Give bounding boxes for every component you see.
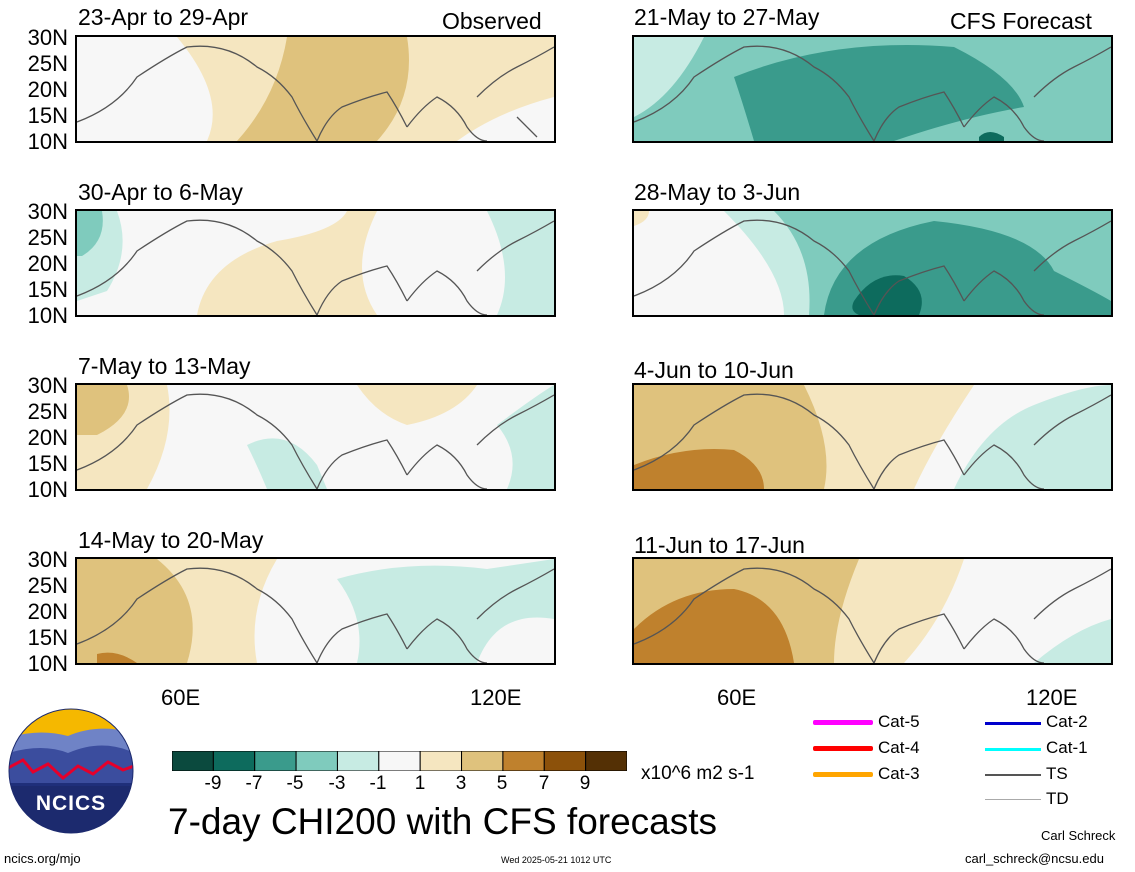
lat-label: 15N	[27, 103, 68, 128]
colorbar-units: x10^6 m2 s-1	[641, 763, 755, 784]
colorbar-tick: 9	[579, 773, 591, 794]
legend-label: TS	[1046, 764, 1068, 783]
colorbar-swatch	[378, 750, 421, 772]
colorbar-swatch	[543, 750, 587, 772]
source-url[interactable]: ncics.org/mjo	[4, 851, 81, 866]
lon-label: 120E	[1026, 685, 1078, 710]
lat-label: 15N	[27, 277, 68, 302]
map-panel-observed-3	[75, 383, 556, 491]
legend-swatch-td	[985, 799, 1041, 800]
anomaly-shading	[634, 559, 1111, 663]
lon-label: 60E	[161, 685, 201, 710]
panel-title: 4-Jun to 10-Jun	[634, 357, 794, 383]
colorbar-swatch	[336, 750, 380, 772]
colorbar-swatch	[171, 750, 214, 772]
legend-label: Cat-4	[878, 738, 920, 757]
lat-label: 30N	[27, 25, 68, 50]
lat-label: 20N	[27, 599, 68, 624]
lat-label: 20N	[27, 425, 68, 450]
legend-swatch-ts	[985, 774, 1041, 776]
lat-label: 20N	[27, 251, 68, 276]
ncics-logo-icon	[8, 708, 134, 834]
map-panel-forecast-4	[632, 557, 1113, 665]
colorbar-tick: -7	[245, 773, 263, 794]
lon-label: 60E	[717, 685, 757, 710]
lat-label: 25N	[27, 51, 68, 76]
legend-label: TD	[1046, 789, 1069, 808]
logo-text: NCICS	[35, 792, 107, 815]
lat-label: 25N	[27, 399, 68, 424]
anomaly-shading	[634, 37, 1111, 141]
panel-title: 21-May to 27-May	[634, 4, 820, 30]
colorbar-tick: -3	[328, 773, 346, 794]
lat-label: 30N	[27, 373, 68, 398]
legend-label: Cat-2	[1046, 712, 1088, 731]
observed-label: Observed	[442, 8, 542, 34]
map-panel-observed-2	[75, 209, 556, 317]
map-panel-forecast-2	[632, 209, 1113, 317]
colorbar-tick: -1	[369, 773, 387, 794]
author-name: Carl Schreck	[1041, 828, 1116, 843]
author-email[interactable]: carl_schreck@ncsu.edu	[965, 851, 1104, 866]
panel-title: 28-May to 3-Jun	[634, 179, 801, 205]
lat-label: 15N	[27, 625, 68, 650]
colorbar-tick: 7	[538, 773, 550, 794]
colorbar-swatch	[585, 750, 628, 772]
panel-title: 14-May to 20-May	[78, 527, 264, 553]
colorbar-swatches	[171, 750, 628, 772]
figure-title: 7-day CHI200 with CFS forecasts	[168, 801, 718, 842]
anomaly-shading	[77, 37, 554, 141]
panel-title: 30-Apr to 6-May	[78, 179, 243, 205]
cfs-forecast-label: CFS Forecast	[950, 8, 1092, 34]
lat-label: 20N	[27, 77, 68, 102]
legend-swatch-cat4	[813, 746, 873, 751]
lat-label: 10N	[27, 129, 68, 154]
colorbar-swatch	[295, 750, 338, 772]
ncics-logo: NCICS	[8, 708, 134, 834]
anomaly-shading	[77, 559, 554, 663]
timestamp: Wed 2025-05-21 1012 UTC	[501, 855, 612, 865]
panel-title: 7-May to 13-May	[78, 353, 251, 379]
lat-label: 30N	[27, 547, 68, 572]
legend-label: Cat-5	[878, 712, 920, 731]
colorbar-swatch	[461, 750, 504, 772]
legend-swatch-cat5	[813, 720, 873, 725]
colorbar-tick: -5	[286, 773, 304, 794]
colorbar-tick: 1	[414, 773, 426, 794]
anomaly-shading	[634, 211, 1111, 315]
colorbar-swatch	[419, 750, 463, 772]
colorbar	[171, 750, 628, 772]
lat-label: 10N	[27, 303, 68, 328]
colorbar-tick: -9	[204, 773, 222, 794]
colorbar-tick: 3	[455, 773, 467, 794]
anomaly-shading	[77, 385, 554, 489]
legend-swatch-cat1	[985, 748, 1041, 751]
lat-label: 25N	[27, 573, 68, 598]
lon-label: 120E	[470, 685, 522, 710]
colorbar-tick: 5	[496, 773, 508, 794]
lat-label: 15N	[27, 451, 68, 476]
colorbar-swatch	[502, 750, 545, 772]
legend-label: Cat-1	[1046, 738, 1088, 757]
anomaly-shading	[634, 385, 1111, 489]
legend-label: Cat-3	[878, 764, 920, 783]
lat-label: 10N	[27, 651, 68, 676]
panel-title: 11-Jun to 17-Jun	[634, 532, 805, 558]
lat-label: 10N	[27, 477, 68, 502]
lat-label: 25N	[27, 225, 68, 250]
map-panel-observed-1	[75, 35, 556, 143]
lat-label: 30N	[27, 199, 68, 224]
colorbar-swatch	[254, 750, 297, 772]
map-panel-forecast-1	[632, 35, 1113, 143]
colorbar-swatch	[212, 750, 256, 772]
map-panel-forecast-3	[632, 383, 1113, 491]
panel-title: 23-Apr to 29-Apr	[78, 4, 249, 30]
anomaly-shading	[77, 211, 554, 315]
legend-swatch-cat3	[813, 772, 873, 777]
legend-swatch-cat2	[985, 722, 1041, 725]
map-panel-observed-4	[75, 557, 556, 665]
